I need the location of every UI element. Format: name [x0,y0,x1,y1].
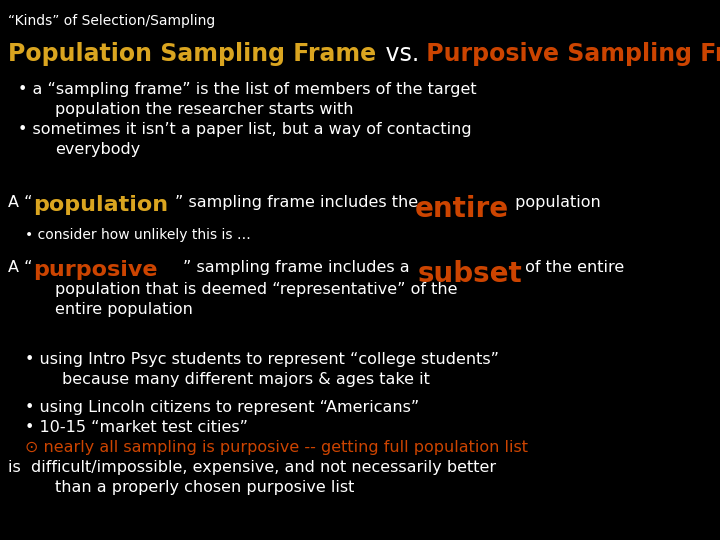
Text: Population Sampling Frame: Population Sampling Frame [8,42,376,66]
Text: “Kinds” of Selection/Sampling: “Kinds” of Selection/Sampling [8,14,215,28]
Text: • a “sampling frame” is the list of members of the target: • a “sampling frame” is the list of memb… [18,82,477,97]
Text: • consider how unlikely this is …: • consider how unlikely this is … [25,228,251,242]
Text: than a properly chosen purposive list: than a properly chosen purposive list [55,480,354,495]
Text: is  difficult/impossible, expensive, and not necessarily better: is difficult/impossible, expensive, and … [8,460,496,475]
Text: entire: entire [415,195,509,223]
Text: ” sampling frame includes a: ” sampling frame includes a [183,260,410,275]
Text: because many different majors & ages take it: because many different majors & ages tak… [62,372,430,387]
Text: Purposive Sampling Frame: Purposive Sampling Frame [418,42,720,66]
Text: • 10-15 “market test cities”: • 10-15 “market test cities” [25,420,248,435]
Text: vs.: vs. [378,42,419,66]
Text: population: population [510,195,600,210]
Text: everybody: everybody [55,142,140,157]
Text: A “: A “ [8,195,32,210]
Text: • sometimes it isn’t a paper list, but a way of contacting: • sometimes it isn’t a paper list, but a… [18,122,472,137]
Text: subset: subset [418,260,523,288]
Text: • using Intro Psyc students to represent “college students”: • using Intro Psyc students to represent… [25,352,499,367]
Text: A “: A “ [8,260,32,275]
Text: population: population [33,195,168,215]
Text: ” sampling frame includes the: ” sampling frame includes the [175,195,418,210]
Text: purposive: purposive [33,260,158,280]
Text: • using Lincoln citizens to represent “Americans”: • using Lincoln citizens to represent “A… [25,400,419,415]
Text: ⊙ nearly all sampling is purposive -- getting full population list: ⊙ nearly all sampling is purposive -- ge… [25,440,528,455]
Text: of the entire: of the entire [520,260,624,275]
Text: entire population: entire population [55,302,193,317]
Text: population the researcher starts with: population the researcher starts with [55,102,354,117]
Text: population that is deemed “representative” of the: population that is deemed “representativ… [55,282,457,297]
